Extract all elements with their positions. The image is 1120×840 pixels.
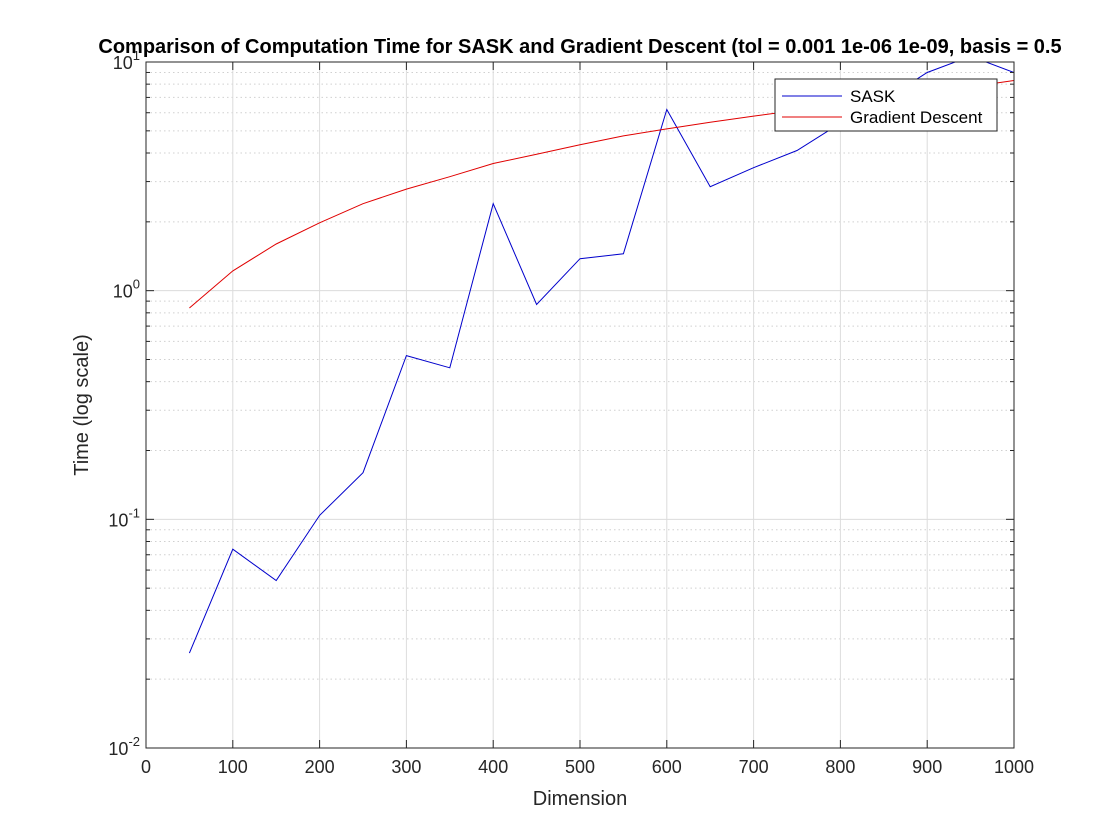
y-tick-label: 100 xyxy=(113,277,140,302)
x-tick-label: 1000 xyxy=(994,757,1034,777)
y-tick-label: 10-2 xyxy=(108,734,140,759)
legend-label-sask: SASK xyxy=(850,87,896,106)
x-tick-label: 0 xyxy=(141,757,151,777)
x-tick-labels: 0 100 200 300 400 500 600 700 800 900 1000 xyxy=(141,757,1034,777)
x-tick-label: 900 xyxy=(912,757,942,777)
ticks xyxy=(145,61,1015,749)
legend-label-gradient-descent: Gradient Descent xyxy=(850,108,983,127)
y-tick-labels: 10-2 10-1 100 101 xyxy=(108,48,140,759)
x-tick-label: 300 xyxy=(391,757,421,777)
chart-title: Comparison of Computation Time for SASK … xyxy=(98,36,1061,58)
x-tick-label: 700 xyxy=(739,757,769,777)
x-tick-label: 800 xyxy=(825,757,855,777)
x-tick-label: 600 xyxy=(652,757,682,777)
x-tick-label: 200 xyxy=(305,757,335,777)
y-tick-label: 101 xyxy=(113,48,140,73)
x-tick-label: 400 xyxy=(478,757,508,777)
legend-box xyxy=(774,78,998,132)
y-tick-label: 10-1 xyxy=(108,505,140,530)
x-axis-label: Dimension xyxy=(533,788,627,810)
legend: SASK Gradient Descent xyxy=(774,78,998,132)
x-tick-label: 500 xyxy=(565,757,595,777)
y-axis-label: Time (log scale) xyxy=(71,334,93,476)
x-tick-label: 100 xyxy=(218,757,248,777)
